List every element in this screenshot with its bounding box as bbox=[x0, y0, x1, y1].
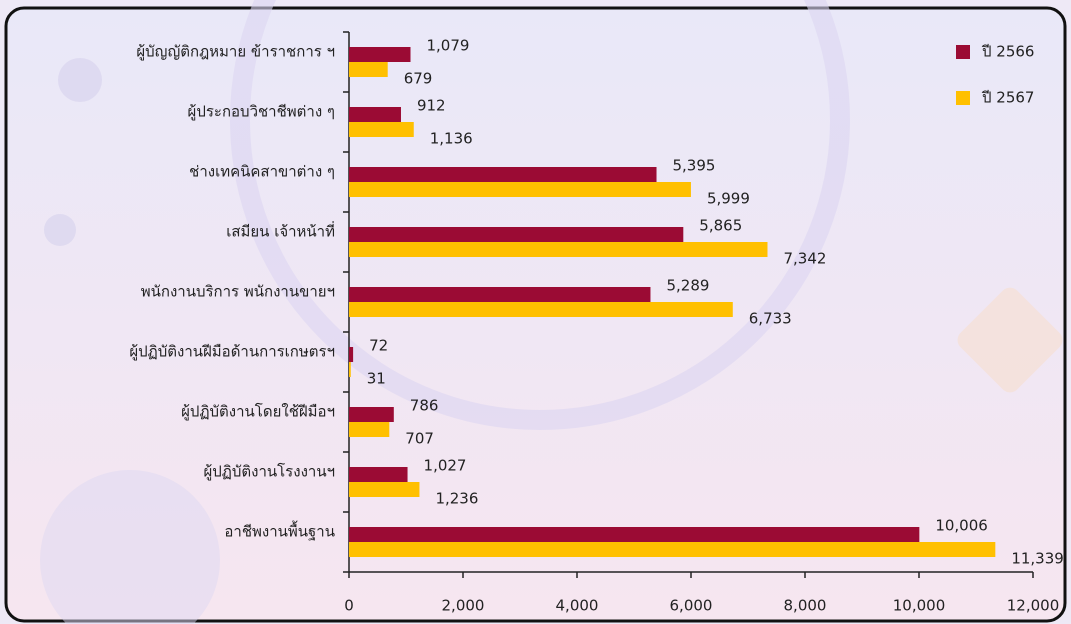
legend-swatch bbox=[956, 91, 970, 105]
value-label: 11,339 bbox=[1011, 550, 1064, 568]
bar bbox=[349, 182, 691, 197]
bar bbox=[349, 47, 411, 62]
y-tick-label: พนักงานบริการ พนักงานขายฯ bbox=[141, 283, 335, 301]
y-tick-label: ผู้บัญญัติกฎหมาย ข้าราชการ ฯ bbox=[136, 43, 335, 61]
value-label: 31 bbox=[367, 370, 386, 388]
x-tick-label: 6,000 bbox=[670, 597, 713, 615]
y-tick-label: ผู้ปฏิบัติงานโดยใช้ฝีมือฯ bbox=[181, 403, 335, 421]
value-label: 6,733 bbox=[749, 310, 792, 328]
x-tick-label: 8,000 bbox=[784, 597, 827, 615]
y-tick-label: ผู้ประกอบวิชาชีพต่าง ๆ bbox=[188, 103, 335, 121]
x-tick-label: 10,000 bbox=[893, 597, 946, 615]
bar bbox=[349, 527, 919, 542]
x-tick-label: 4,000 bbox=[556, 597, 599, 615]
value-label: 786 bbox=[410, 397, 439, 415]
chart: 0 2,000 4,000 6,000 8,000 10,000 12,000 ผู้บัญญ… bbox=[0, 0, 1071, 624]
legend-swatch bbox=[956, 45, 970, 59]
value-label: 7,342 bbox=[783, 250, 826, 268]
y-tick-label: อาชีพงานพื้นฐาน bbox=[224, 521, 335, 541]
bar bbox=[349, 107, 401, 122]
y-tick-label: ผู้ปฏิบัติงานโรงงานฯ bbox=[203, 463, 335, 481]
bar bbox=[349, 242, 767, 257]
bar bbox=[349, 467, 408, 482]
value-label: 72 bbox=[369, 337, 388, 355]
bar bbox=[349, 407, 394, 422]
value-label: 5,865 bbox=[699, 217, 742, 235]
bar bbox=[349, 287, 650, 302]
value-label: 10,006 bbox=[935, 517, 988, 535]
value-label: 1,027 bbox=[424, 457, 467, 475]
value-label: 5,289 bbox=[666, 277, 709, 295]
decoration bbox=[44, 214, 76, 246]
bar bbox=[349, 302, 733, 317]
x-tick-label: 0 bbox=[344, 597, 354, 615]
bar bbox=[349, 227, 683, 242]
bar bbox=[349, 62, 388, 77]
bar bbox=[349, 542, 995, 557]
x-tick-label: 2,000 bbox=[442, 597, 485, 615]
value-label: 679 bbox=[404, 70, 433, 88]
value-label: 912 bbox=[417, 97, 446, 115]
legend-label: ปี 2567 bbox=[981, 89, 1034, 107]
bar bbox=[349, 362, 351, 377]
value-label: 5,395 bbox=[673, 157, 716, 175]
value-label: 1,136 bbox=[430, 130, 473, 148]
y-tick-label: ช่างเทคนิคสาขาต่าง ๆ bbox=[189, 163, 335, 181]
value-label: 5,999 bbox=[707, 190, 750, 208]
decoration bbox=[58, 58, 102, 102]
bar bbox=[349, 347, 353, 362]
bar bbox=[349, 167, 657, 182]
y-tick-label: ผู้ปฏิบัติงานฝีมือด้านการเกษตรฯ bbox=[129, 343, 335, 361]
value-label: 1,079 bbox=[427, 37, 470, 55]
y-tick-label: เสมียน เจ้าหน้าที่ bbox=[226, 221, 335, 241]
bar bbox=[349, 122, 414, 137]
legend-label: ปี 2566 bbox=[981, 43, 1034, 61]
value-label: 1,236 bbox=[435, 490, 478, 508]
bar bbox=[349, 482, 419, 497]
bar bbox=[349, 422, 389, 437]
x-tick-label: 12,000 bbox=[1007, 597, 1060, 615]
value-label: 707 bbox=[405, 430, 434, 448]
